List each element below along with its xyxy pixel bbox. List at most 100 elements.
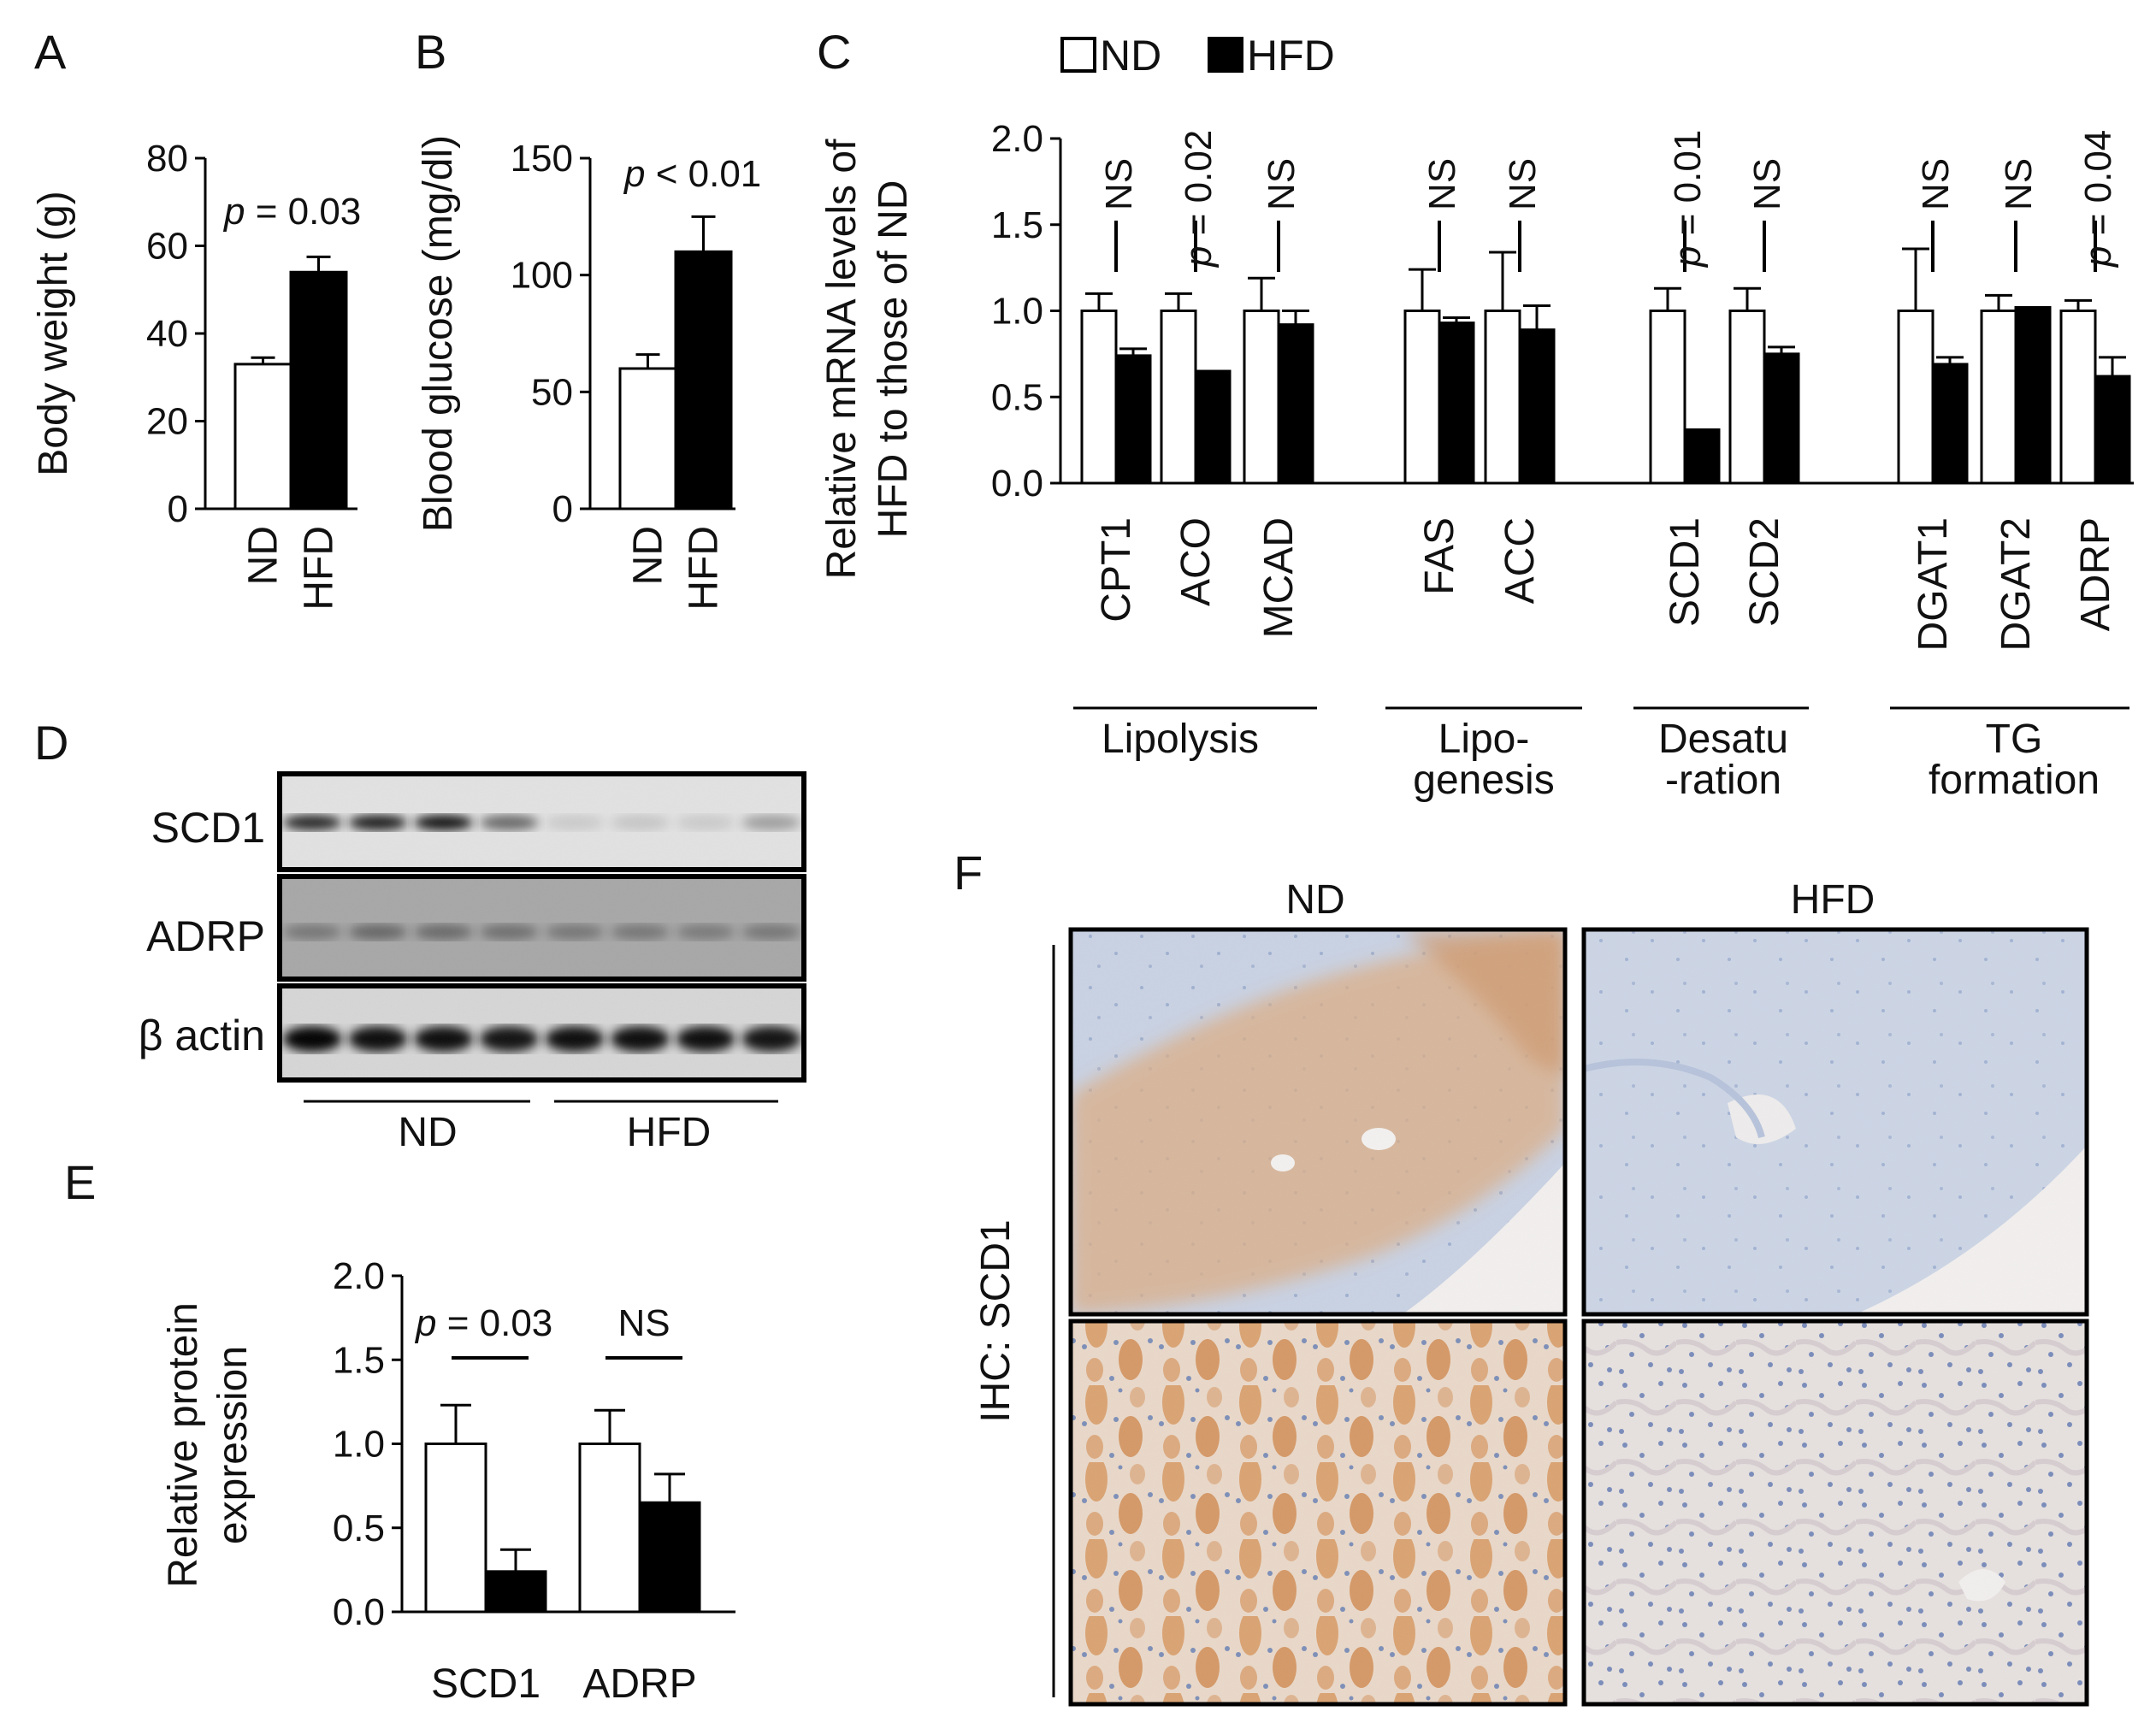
- x-label-e: SCD1: [431, 1661, 540, 1707]
- chart-B-y-tick-label: 150: [511, 138, 573, 180]
- ihc-image-hfd-high: [1581, 1319, 2089, 1707]
- blot-group-label-hfd: HFD: [627, 1110, 712, 1155]
- x-label-c: ACC: [1497, 517, 1543, 604]
- x-label-c: DGAT2: [1994, 517, 2039, 651]
- y-axis-title-B: Blood glucose (mg/dl): [416, 135, 461, 532]
- ihc-column-label-hfd: HFD: [1791, 877, 1875, 923]
- stat-label-c-p: p: [1178, 246, 1220, 268]
- bar-c-nd-dgat2: [1980, 310, 2017, 485]
- chart-e-y-tick-label: 1.5: [333, 1339, 385, 1381]
- p-value-B-p: p: [623, 153, 645, 195]
- p-value-B-value: < 0.01: [645, 153, 761, 195]
- ihc-side-label: IHC: SCD1: [973, 1219, 1019, 1422]
- bar-c-hfd-fas: [1438, 322, 1475, 485]
- stat-label-c: NS: [1915, 158, 1957, 210]
- bar-c-hfd-scd2: [1763, 352, 1800, 485]
- stat-label-c-value: = 0.01: [1667, 130, 1709, 246]
- chart-b: 0 50 100 150 ND HFD Blood glucose (mg/dl) p < 0…: [416, 135, 761, 611]
- chart-c-y-tick-label: 1.0: [991, 291, 1043, 333]
- x-label-A: ND: [241, 526, 286, 585]
- legend-label-nd: ND: [1100, 32, 1161, 80]
- chart-A-y-tick-label: 60: [146, 226, 188, 268]
- stat-label-c: NS: [1098, 158, 1140, 210]
- blot-noise: [280, 876, 804, 979]
- bar-c-hfd-acc: [1518, 328, 1556, 485]
- bar-c-nd-fas: [1403, 310, 1441, 485]
- group-label-c: Lipo-: [1438, 717, 1530, 762]
- x-label-A: HFD: [297, 526, 342, 611]
- group-label-c: Lipolysis: [1102, 717, 1259, 762]
- stat-label-e-p: p: [414, 1302, 436, 1344]
- bar-c-hfd-scd1: [1683, 428, 1721, 485]
- stat-label-c: NS: [1746, 158, 1788, 210]
- y-axis-title-c: HFD to those of ND: [871, 180, 916, 539]
- panel-letter-a: A: [34, 25, 67, 79]
- ihc-column-label-nd: ND: [1285, 877, 1344, 923]
- chart-e-y-tick-label: 2.0: [333, 1255, 385, 1297]
- x-label-c: ACO: [1173, 517, 1219, 606]
- group-label-c: Desatu: [1658, 717, 1788, 762]
- legend-label-hfd: HFD: [1247, 32, 1335, 80]
- blot-frame: [277, 874, 806, 982]
- panel-letter-c: C: [817, 25, 851, 79]
- panel-letter-f: F: [954, 846, 983, 900]
- stat-label-c-value: = 0.02: [1178, 130, 1220, 246]
- stat-label-c-value: = 0.04: [2077, 130, 2119, 246]
- ihc-image-hfd-low: [1581, 927, 2089, 1317]
- x-label-c: CPT1: [1094, 517, 1139, 623]
- ihc-panel: ND HFD IHC: SCD1: [973, 877, 2089, 1707]
- panel-letter-b: B: [415, 25, 446, 79]
- blot-label-adrp: ADRP: [146, 912, 265, 960]
- stat-label-c: NS: [1502, 158, 1544, 210]
- chart-e: 0.0 0.5 1.0 1.5 2.0 p = 0.03 SCD1 NS ADRP Relativ…: [161, 1255, 735, 1707]
- stat-label-c: NS: [1998, 158, 2040, 210]
- bar-e-nd-adrp: [578, 1443, 641, 1614]
- chart-e-y-tick-label: 0.0: [333, 1591, 385, 1633]
- chart-c-y-tick-label: 2.0: [991, 118, 1043, 160]
- chart-e-y-tick-label: 1.0: [333, 1424, 385, 1466]
- chart-A-y-tick-label: 80: [146, 138, 188, 180]
- stat-label-c: p = 0.04: [2077, 130, 2119, 268]
- group-label-c: -ration: [1665, 758, 1781, 803]
- bar-c-nd-scd2: [1728, 310, 1766, 485]
- ihc-image-nd-high: [1068, 1319, 1568, 1707]
- bar-c-nd-aco: [1160, 310, 1197, 485]
- bar-A-hfd: [289, 270, 348, 510]
- chart-c-y-tick-label: 0.0: [991, 463, 1043, 505]
- x-label-e: ADRP: [582, 1661, 696, 1707]
- stat-label-e: p = 0.03: [414, 1302, 552, 1344]
- stat-label-c: p = 0.01: [1667, 130, 1709, 268]
- y-axis-title-c: Relative mRNA levels of: [819, 139, 865, 580]
- group-label-c: formation: [1929, 758, 2100, 803]
- bar-c-nd-dgat1: [1897, 310, 1934, 485]
- bar-e-nd-scd1: [424, 1443, 487, 1614]
- p-value-B: p < 0.01: [623, 153, 761, 195]
- chart-B-y-tick-label: 0: [552, 488, 573, 530]
- y-axis-title-e: Relative protein: [161, 1302, 206, 1588]
- x-label-c: SCD2: [1742, 517, 1787, 627]
- group-label-c: TG: [1986, 717, 2043, 762]
- chart-B-y-tick-label: 50: [531, 371, 573, 413]
- p-value-A-value: = 0.03: [245, 191, 361, 233]
- blot-group-label-nd: ND: [398, 1110, 457, 1155]
- stat-label-c-p: p: [2077, 246, 2119, 268]
- x-label-c: DGAT1: [1911, 517, 1956, 651]
- p-value-A: p = 0.03: [222, 191, 361, 233]
- p-value-A-p: p: [222, 191, 245, 233]
- bar-c-nd-acc: [1484, 310, 1521, 485]
- chart-B-y-tick-label: 100: [511, 255, 573, 297]
- stat-label-e-value: = 0.03: [436, 1302, 552, 1344]
- y-axis-title-e: expression: [210, 1346, 256, 1544]
- chart-c-y-tick-label: 1.5: [991, 204, 1043, 246]
- bar-A-nd: [233, 363, 292, 510]
- ihc-image-nd-low: [1068, 927, 1568, 1317]
- bar-c-hfd-adrp: [2094, 375, 2131, 485]
- bar-c-nd-cpt1: [1080, 310, 1118, 485]
- bar-c-hfd-aco: [1194, 369, 1232, 485]
- chart-c-y-tick-label: 0.5: [991, 376, 1043, 418]
- blot-noise: [280, 774, 804, 870]
- legend: ND HFD: [1060, 32, 1335, 80]
- bar-c-hfd-dgat1: [1931, 363, 1969, 485]
- blot-label-scd1: SCD1: [151, 804, 265, 852]
